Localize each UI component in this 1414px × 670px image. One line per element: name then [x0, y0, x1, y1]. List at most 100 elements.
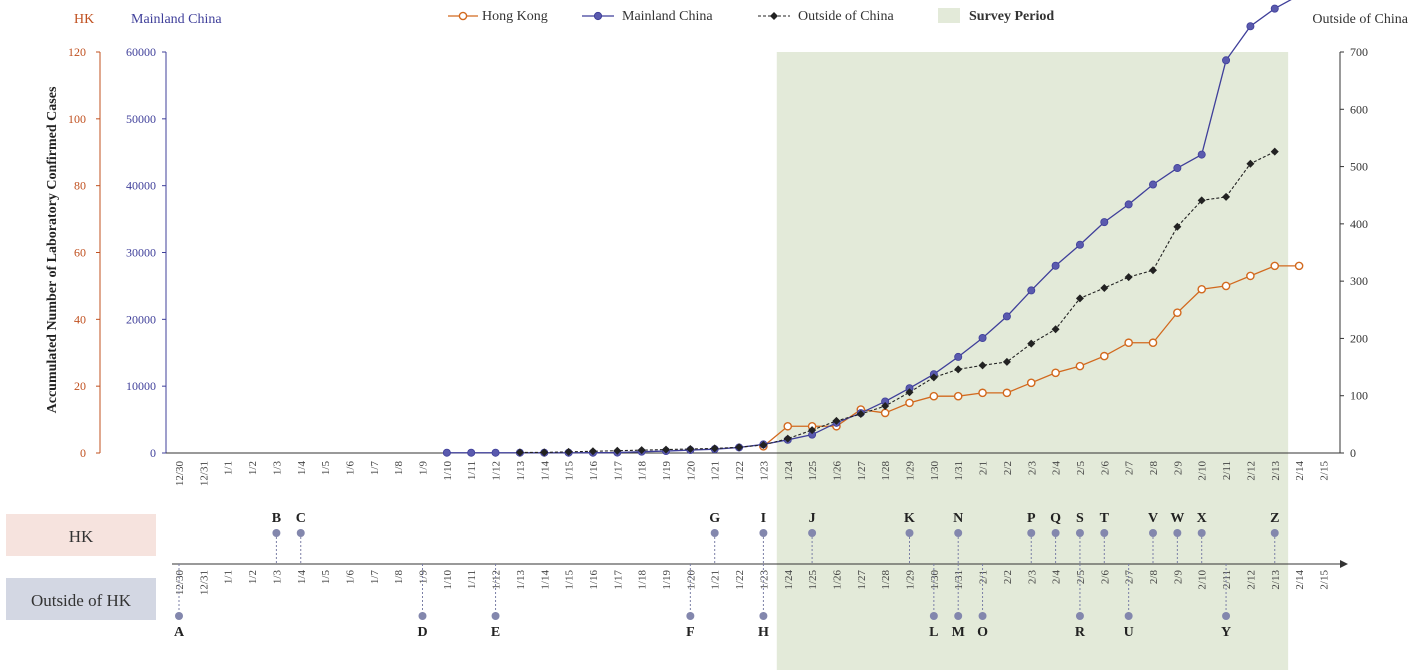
timeline-tick-label: 1/20	[685, 570, 697, 590]
data-point	[1270, 4, 1279, 13]
timeline-tick-label: 2/9	[1172, 570, 1184, 585]
event-label: Y	[1221, 625, 1231, 640]
data-point	[1124, 200, 1133, 209]
legend-label-outside: Outside of China	[798, 9, 894, 24]
legend-marker-hong-kong	[458, 11, 468, 21]
data-point	[1270, 261, 1280, 271]
event-label: R	[1075, 625, 1086, 640]
data-point	[491, 448, 500, 457]
data-point	[1075, 361, 1085, 371]
data-point	[1197, 196, 1206, 205]
timeline-tick-label: 1/21	[710, 570, 722, 590]
x-tick-label: 2/9	[1172, 461, 1184, 476]
data-point	[880, 408, 890, 418]
timeline-tick-label: 1/17	[612, 570, 624, 590]
outside-event-U: U	[1124, 564, 1134, 640]
data-point	[1051, 261, 1060, 270]
outside-event-D: D	[417, 564, 428, 640]
mainland-axis-tick-label: 40000	[126, 179, 156, 193]
timeline-tick-label: 1/28	[880, 570, 892, 590]
x-tick-label: 1/12	[491, 461, 503, 481]
hk-event-X: X	[1197, 511, 1207, 564]
event-label: D	[417, 625, 427, 640]
legend-marker-outside	[770, 12, 778, 20]
hk-axis-tick-label: 60	[74, 246, 86, 260]
data-point	[929, 373, 938, 382]
data-point	[1124, 273, 1133, 282]
event-label: B	[272, 511, 281, 526]
event-label: P	[1027, 511, 1036, 526]
data-point	[978, 388, 987, 398]
event-dot	[1027, 529, 1036, 537]
event-dot	[808, 529, 817, 537]
outside-band	[6, 578, 156, 620]
hk-event-I: I	[759, 511, 768, 564]
hk-event-W: W	[1170, 511, 1184, 564]
hk-event-P: P	[1027, 511, 1036, 564]
timeline-tick-label: 1/3	[271, 570, 283, 585]
timeline-tick-label: 2/12	[1245, 570, 1257, 590]
data-point	[1148, 338, 1158, 348]
data-point	[564, 447, 573, 456]
mainland-axis-tick-label: 30000	[126, 246, 156, 260]
mainland-axis-tick-label: 10000	[126, 379, 156, 393]
outside-axis-tick-label: 100	[1350, 389, 1368, 403]
timeline-tick-label: 1/19	[661, 570, 673, 590]
data-point	[662, 445, 670, 454]
hk-event-Z: Z	[1270, 511, 1279, 564]
timeline-tick-label: 1/14	[539, 570, 551, 590]
outside-axis-tick-label: 0	[1350, 446, 1356, 460]
x-tick-label: 1/18	[637, 461, 649, 481]
event-dot	[1075, 612, 1084, 620]
x-tick-label: 2/12	[1245, 461, 1257, 481]
data-point	[1100, 284, 1109, 293]
data-point	[881, 402, 890, 411]
hk-event-T: T	[1100, 511, 1110, 564]
timeline-tick-label: 1/1	[223, 570, 235, 584]
data-point	[588, 447, 597, 456]
timeline-tick-label: 1/23	[758, 570, 770, 590]
outside-axis-tick-label: 500	[1350, 160, 1368, 174]
timeline-tick-label: 1/30	[929, 570, 941, 590]
hk-event-N: N	[953, 511, 963, 564]
x-tick-label: 1/23	[758, 461, 770, 481]
data-point	[1124, 338, 1133, 348]
data-point	[1002, 312, 1011, 321]
hk-event-B: B	[272, 511, 281, 564]
data-point	[1173, 222, 1182, 231]
mainland-axis-title: Mainland China	[131, 12, 222, 27]
timeline-tick-label: 1/9	[418, 570, 430, 585]
legend-label-hong-kong: Hong Kong	[482, 9, 548, 24]
x-tick-label: 2/13	[1270, 461, 1282, 481]
timeline-tick-label: 1/15	[564, 570, 576, 590]
event-label: S	[1076, 511, 1084, 526]
data-point	[710, 444, 719, 453]
data-point	[1197, 284, 1206, 294]
x-tick-label: 2/7	[1124, 461, 1136, 476]
data-point	[954, 365, 963, 374]
hk-event-K: K	[904, 511, 915, 564]
data-point	[1270, 147, 1279, 156]
timeline-tick-label: 1/16	[588, 570, 600, 590]
x-tick-label: 2/4	[1051, 461, 1063, 476]
event-dot	[296, 529, 305, 537]
event-dot	[954, 529, 963, 537]
event-label: O	[977, 625, 988, 640]
timeline-tick-label: 2/7	[1124, 570, 1136, 585]
data-point	[1027, 339, 1036, 348]
event-timeline: 12/30 12/31 1/1 1/2 1/3 1/4 1/5 1/6 1/7 1/8 1/9 1/1…	[172, 511, 1348, 640]
event-label: C	[296, 511, 306, 526]
x-tick-label: 1/2	[247, 461, 259, 475]
timeline-tick-label: 1/31	[953, 570, 965, 590]
timeline-tick-label: 1/26	[831, 570, 843, 590]
data-point	[978, 334, 987, 343]
event-dot	[1173, 529, 1182, 537]
event-label: T	[1100, 511, 1110, 526]
data-point	[1173, 308, 1182, 317]
hk-axis-tick-label: 0	[80, 446, 86, 460]
event-dot	[175, 612, 183, 620]
data-point	[1002, 357, 1011, 366]
data-point	[1051, 368, 1060, 378]
timeline-tick-label: 1/12	[491, 570, 503, 590]
